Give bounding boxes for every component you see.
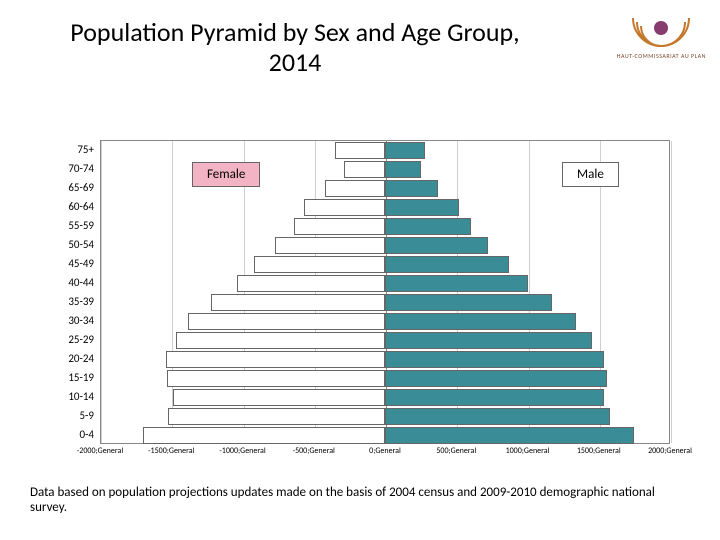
age-group-label: 50-54 [42, 235, 94, 254]
age-group-label: 55-59 [42, 216, 94, 235]
female-bar [344, 161, 385, 178]
female-bar [275, 237, 385, 254]
pyramid-row [101, 312, 669, 331]
female-bar [335, 142, 385, 159]
female-bar [325, 180, 385, 197]
pyramid-row [101, 274, 669, 293]
x-tick-label: -1500;General [148, 446, 194, 456]
pyramid-row [101, 141, 669, 160]
age-group-label: 10-14 [42, 387, 94, 406]
pyramid-row [101, 198, 669, 217]
male-bar [385, 275, 528, 292]
slide: Population Pyramid by Sex and Age Group,… [0, 0, 720, 540]
pyramid-row [101, 407, 669, 426]
x-tick-label: 1000;General [506, 446, 550, 456]
female-bar [166, 351, 385, 368]
x-tick-label: -2000;General [77, 446, 123, 456]
chart-caption: Data based on population projections upd… [30, 485, 690, 516]
female-bar [211, 294, 385, 311]
pyramid-row [101, 217, 669, 236]
population-pyramid-chart: 75+70-7465-6960-6455-5950-5445-4940-4435… [42, 140, 682, 470]
gridline [671, 141, 672, 443]
page-title: Population Pyramid by Sex and Age Group,… [60, 18, 530, 78]
pyramid-row [101, 236, 669, 255]
age-group-label: 40-44 [42, 273, 94, 292]
male-bar [385, 218, 471, 235]
x-tick-label: -1000;General [219, 446, 265, 456]
pyramid-row [101, 350, 669, 369]
pyramid-row [101, 426, 669, 445]
age-group-label: 25-29 [42, 330, 94, 349]
age-group-label: 0-4 [42, 425, 94, 444]
male-bar [385, 294, 552, 311]
x-tick-label: 0;General [369, 446, 401, 456]
legend-male: Male [562, 162, 619, 187]
age-group-label: 70-74 [42, 159, 94, 178]
male-bar [385, 313, 576, 330]
female-bar [173, 389, 385, 406]
male-bar [385, 332, 592, 349]
pyramid-row [101, 369, 669, 388]
female-bar [237, 275, 385, 292]
pyramid-row [101, 331, 669, 350]
male-bar [385, 199, 459, 216]
male-bar [385, 351, 604, 368]
age-group-label: 30-34 [42, 311, 94, 330]
x-tick-label: 500;General [436, 446, 476, 456]
male-bar [385, 237, 488, 254]
org-logo: HAUT-COMMISSARIAT AU PLAN [617, 6, 706, 60]
pyramid-row [101, 388, 669, 407]
age-group-label: 35-39 [42, 292, 94, 311]
male-bar [385, 142, 425, 159]
male-bar [385, 427, 634, 444]
logo-icon [625, 6, 697, 50]
age-group-label: 75+ [42, 140, 94, 159]
age-group-label: 20-24 [42, 349, 94, 368]
age-group-label: 60-64 [42, 197, 94, 216]
age-group-label: 15-19 [42, 368, 94, 387]
male-bar [385, 256, 509, 273]
x-tick-label: 2000;General [648, 446, 692, 456]
pyramid-row [101, 293, 669, 312]
female-bar [167, 370, 385, 387]
male-bar [385, 161, 421, 178]
male-bar [385, 370, 607, 387]
female-bar [254, 256, 385, 273]
legend-female: Female [192, 162, 260, 187]
female-bar [176, 332, 385, 349]
logo-text: HAUT-COMMISSARIAT AU PLAN [617, 52, 706, 60]
age-group-label: 45-49 [42, 254, 94, 273]
x-tick-label: 1500;General [577, 446, 621, 456]
male-bar [385, 389, 604, 406]
male-bar [385, 408, 610, 425]
age-group-label: 5-9 [42, 406, 94, 425]
female-bar [188, 313, 385, 330]
pyramid-row [101, 255, 669, 274]
female-bar [294, 218, 385, 235]
male-bar [385, 180, 438, 197]
x-tick-label: -500;General [293, 446, 335, 456]
age-group-label: 65-69 [42, 178, 94, 197]
female-bar [304, 199, 385, 216]
female-bar [168, 408, 385, 425]
female-bar [143, 427, 385, 444]
